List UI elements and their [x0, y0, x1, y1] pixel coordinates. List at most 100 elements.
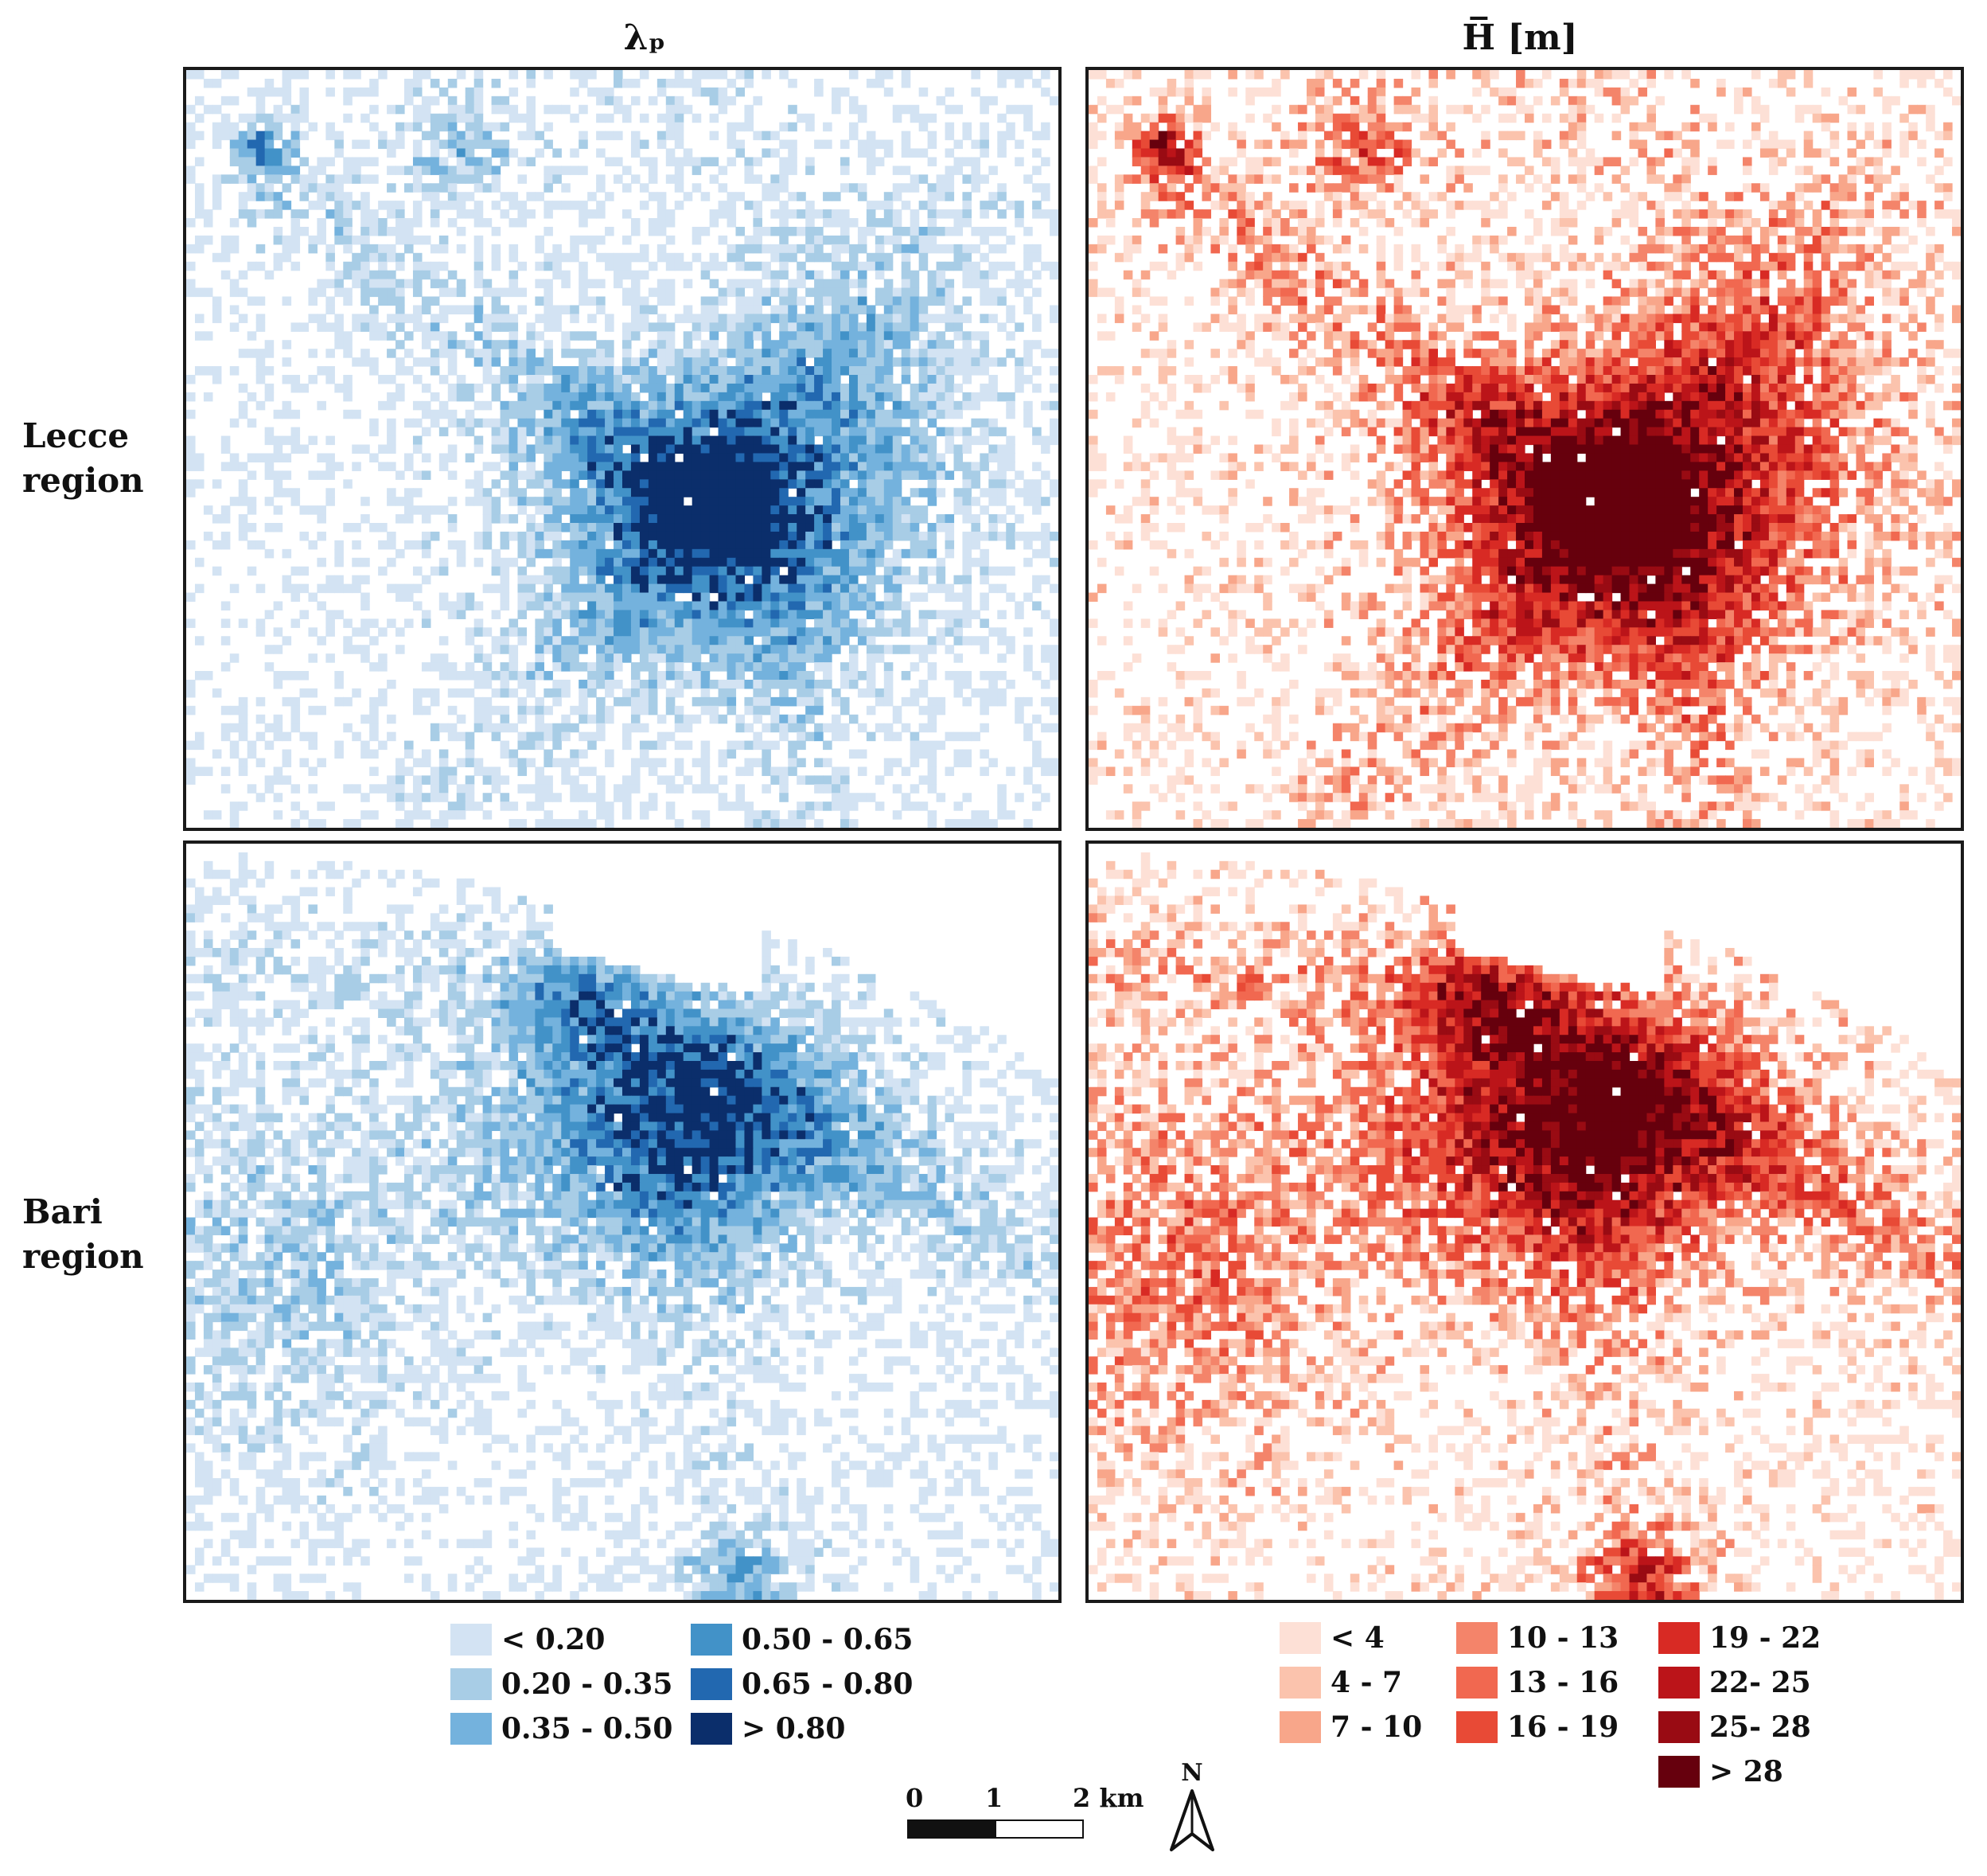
- raster-cell: [744, 583, 754, 594]
- raster-cell: [605, 688, 614, 698]
- raster-cell: [473, 479, 484, 489]
- raster-cell: [770, 374, 780, 384]
- raster-cell: [552, 679, 562, 689]
- raster-cell: [273, 766, 283, 776]
- raster-cell: [308, 784, 318, 794]
- raster-cell: [735, 226, 746, 236]
- raster-cell: [779, 444, 789, 454]
- raster-cell: [1032, 78, 1042, 88]
- raster-cell: [866, 366, 876, 376]
- raster-cell: [456, 392, 466, 402]
- raster-cell: [203, 671, 213, 681]
- raster-cell: [526, 688, 536, 698]
- raster-cell: [220, 252, 231, 263]
- raster-cell: [727, 557, 737, 567]
- raster-cell: [630, 688, 641, 698]
- raster-cell: [805, 592, 815, 603]
- raster-cell: [692, 653, 702, 663]
- raster-cell: [866, 357, 876, 367]
- raster-cell: [971, 523, 980, 532]
- raster-cell: [700, 488, 711, 497]
- raster-cell: [508, 148, 519, 158]
- raster-cell: [1559, 78, 1569, 88]
- raster-cell: [596, 409, 606, 419]
- raster-cell: [857, 505, 867, 515]
- raster-cell: [857, 296, 867, 306]
- raster-cell: [945, 435, 955, 446]
- raster-cell: [544, 409, 553, 419]
- raster-cell: [656, 374, 667, 384]
- raster-cell: [535, 548, 544, 559]
- raster-cell: [1708, 113, 1717, 123]
- raster-cell: [927, 775, 937, 785]
- raster-cell: [709, 610, 719, 619]
- raster-cell: [700, 548, 711, 559]
- raster-cell: [1202, 70, 1212, 80]
- raster-cell: [587, 583, 597, 594]
- raster-cell: [500, 749, 510, 759]
- raster-cell: [892, 523, 902, 532]
- raster-cell: [770, 305, 780, 314]
- raster-cell: [770, 583, 780, 594]
- raster-cell: [508, 758, 519, 767]
- raster-cell: [517, 540, 528, 550]
- raster-cell: [1472, 87, 1482, 97]
- raster-cell: [1050, 435, 1058, 446]
- raster-cell: [753, 575, 762, 585]
- raster-cell: [1167, 122, 1177, 132]
- raster-cell: [656, 444, 667, 454]
- raster-cell: [700, 575, 711, 585]
- raster-cell: [579, 749, 588, 759]
- raster-cell: [797, 462, 806, 471]
- raster-cell: [491, 645, 501, 654]
- raster-cell: [194, 671, 205, 681]
- raster-cell: [962, 758, 972, 767]
- raster-cell: [552, 409, 562, 419]
- raster-cell: [980, 453, 989, 463]
- raster-cell: [552, 723, 562, 733]
- raster-cell: [544, 470, 553, 480]
- raster-cell: [1193, 113, 1203, 123]
- raster-cell: [788, 287, 797, 298]
- raster-cell: [848, 531, 859, 541]
- raster-cell: [918, 148, 929, 158]
- raster-cell: [255, 209, 266, 219]
- raster-cell: [605, 592, 614, 603]
- raster-cell: [273, 488, 283, 497]
- raster-cell: [797, 209, 806, 219]
- raster-cell: [622, 514, 632, 524]
- raster-cell: [988, 96, 998, 106]
- raster-cell: [552, 540, 562, 550]
- raster-cell: [247, 174, 257, 184]
- raster-cell: [910, 400, 920, 411]
- raster-cell: [308, 244, 318, 254]
- raster-cell: [622, 645, 632, 654]
- raster-cell: [875, 801, 885, 811]
- raster-cell: [614, 418, 623, 428]
- raster-cell: [255, 758, 266, 767]
- raster-cell: [857, 531, 867, 541]
- raster-cell: [727, 653, 737, 663]
- raster-cell: [570, 723, 579, 733]
- raster-cell: [779, 497, 789, 506]
- raster-cell: [857, 244, 867, 254]
- raster-cell: [290, 488, 301, 497]
- raster-cell: [404, 540, 414, 550]
- raster-cell: [570, 583, 579, 594]
- raster-cell: [945, 427, 955, 437]
- raster-cell: [797, 192, 806, 201]
- raster-cell: [797, 226, 806, 236]
- raster-cell: [1228, 122, 1237, 132]
- raster-cell: [526, 758, 536, 767]
- raster-cell: [927, 357, 937, 367]
- raster-cell: [614, 497, 623, 506]
- raster-cell: [473, 218, 484, 228]
- raster-cell: [674, 679, 684, 689]
- raster-cell: [421, 113, 431, 123]
- raster-cell: [910, 696, 920, 707]
- raster-cell: [692, 696, 702, 707]
- raster-cell: [1023, 357, 1033, 367]
- raster-cell: [735, 627, 746, 637]
- raster-cell: [491, 435, 501, 446]
- raster-cell: [1006, 400, 1015, 411]
